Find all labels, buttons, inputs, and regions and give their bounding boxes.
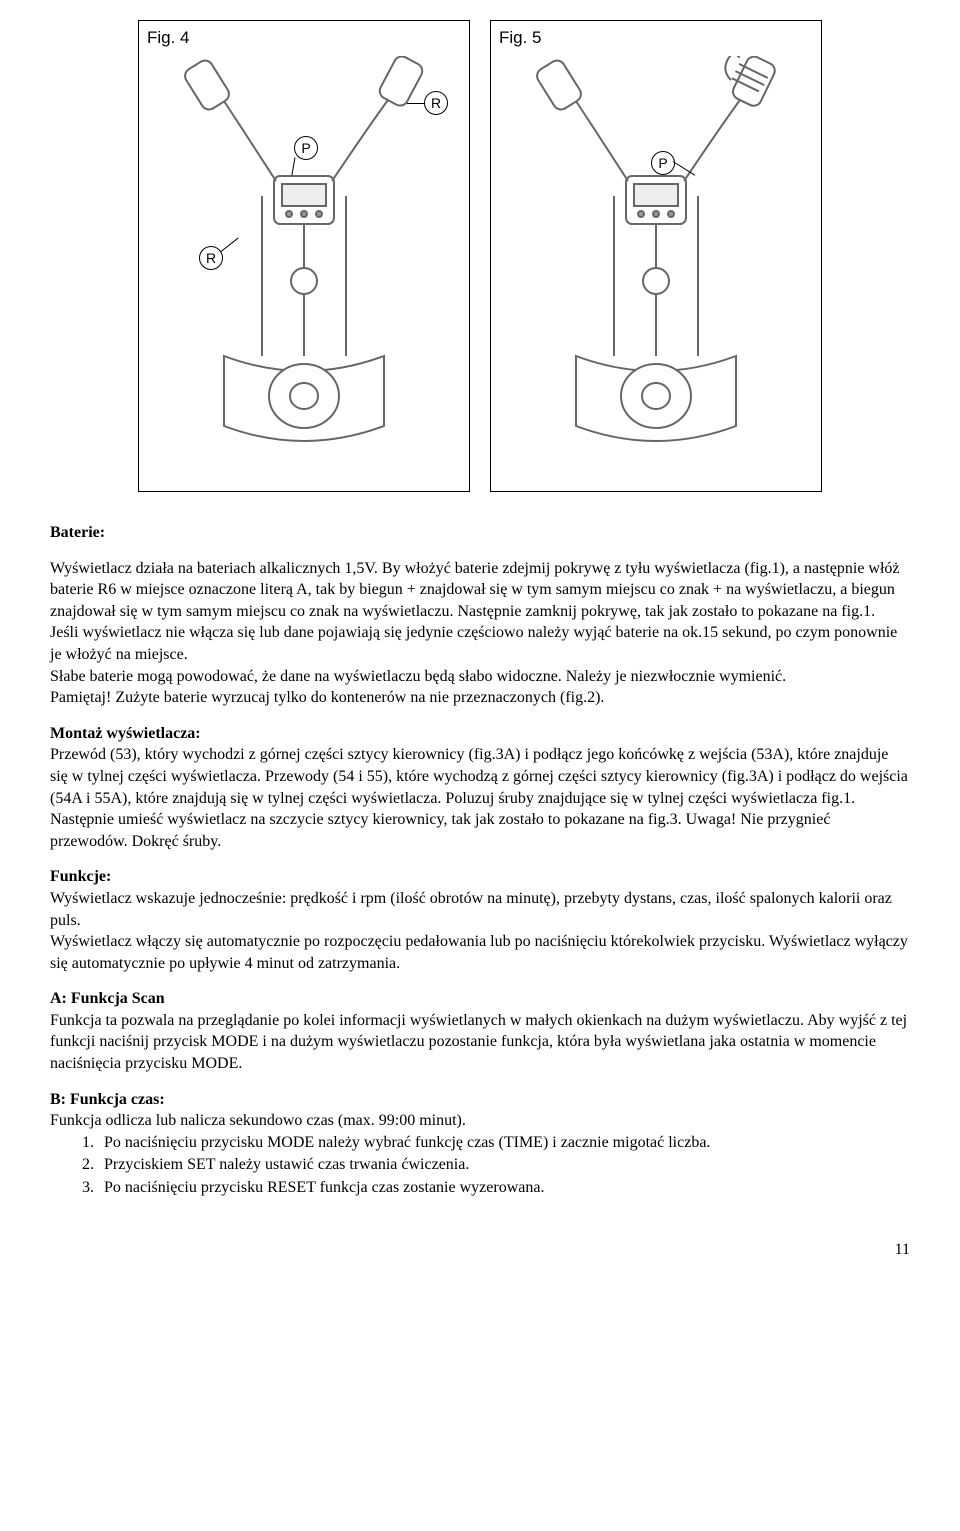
figure-5-label: Fig. 5	[499, 27, 542, 50]
elliptical-hand-diagram-icon	[506, 56, 806, 476]
figure-5: Fig. 5	[490, 20, 822, 492]
figure-5-illustration	[506, 56, 806, 476]
scan-head: A: Funkcja Scan	[50, 988, 910, 1010]
figures-row: Fig. 4	[50, 20, 910, 492]
callout-p: P	[294, 136, 318, 160]
czas-head: B: Funkcja czas:	[50, 1089, 910, 1111]
czas-item-3: Po naciśnięciu przycisku RESET funkcja c…	[98, 1177, 910, 1199]
callout-r: R	[199, 246, 223, 270]
figure-4: Fig. 4	[138, 20, 470, 492]
baterie-para1: Wyświetlacz działa na bateriach alkalicz…	[50, 560, 900, 620]
figure-4-label: Fig. 4	[147, 27, 190, 50]
baterie-body: Wyświetlacz działa na bateriach alkalicz…	[50, 544, 910, 709]
funkcje-head: Funkcje:	[50, 866, 910, 888]
montaz-body: Przewód (53), który wychodzi z górnej cz…	[50, 744, 910, 852]
leader-line	[407, 103, 425, 104]
funkcje-p1: Wyświetlacz wskazuje jednocześnie: prędk…	[50, 890, 892, 929]
czas-intro: Funkcja odlicza lub nalicza sekundowo cz…	[50, 1110, 910, 1132]
baterie-para4: Pamiętaj! Zużyte baterie wyrzucaj tylko …	[50, 689, 604, 706]
callout-r: R	[424, 91, 448, 115]
montaz-head: Montaż wyświetlacza:	[50, 723, 910, 745]
czas-list: Po naciśnięciu przycisku MODE należy wyb…	[50, 1132, 910, 1199]
baterie-head: Baterie:	[50, 522, 910, 544]
czas-item-2: Przyciskiem SET należy ustawić czas trwa…	[98, 1154, 910, 1176]
funkcje-p2: Wyświetlacz włączy się automatycznie po …	[50, 933, 908, 972]
czas-item-1: Po naciśnięciu przycisku MODE należy wyb…	[98, 1132, 910, 1154]
figure-4-illustration	[154, 56, 454, 476]
baterie-para2: Jeśli wyświetlacz nie włącza się lub dan…	[50, 624, 897, 663]
elliptical-diagram-icon	[154, 56, 454, 476]
page-number: 11	[50, 1239, 910, 1261]
funkcje-body: Wyświetlacz wskazuje jednocześnie: prędk…	[50, 888, 910, 974]
baterie-para3: Słabe baterie mogą powodować, że dane na…	[50, 668, 786, 685]
scan-body: Funkcja ta pozwala na przeglądanie po ko…	[50, 1010, 910, 1075]
callout-p: P	[651, 151, 675, 175]
